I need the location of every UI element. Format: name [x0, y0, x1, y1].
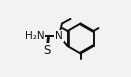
Text: S: S: [43, 44, 51, 57]
Text: H₂N: H₂N: [25, 31, 45, 41]
Text: N: N: [55, 31, 63, 41]
